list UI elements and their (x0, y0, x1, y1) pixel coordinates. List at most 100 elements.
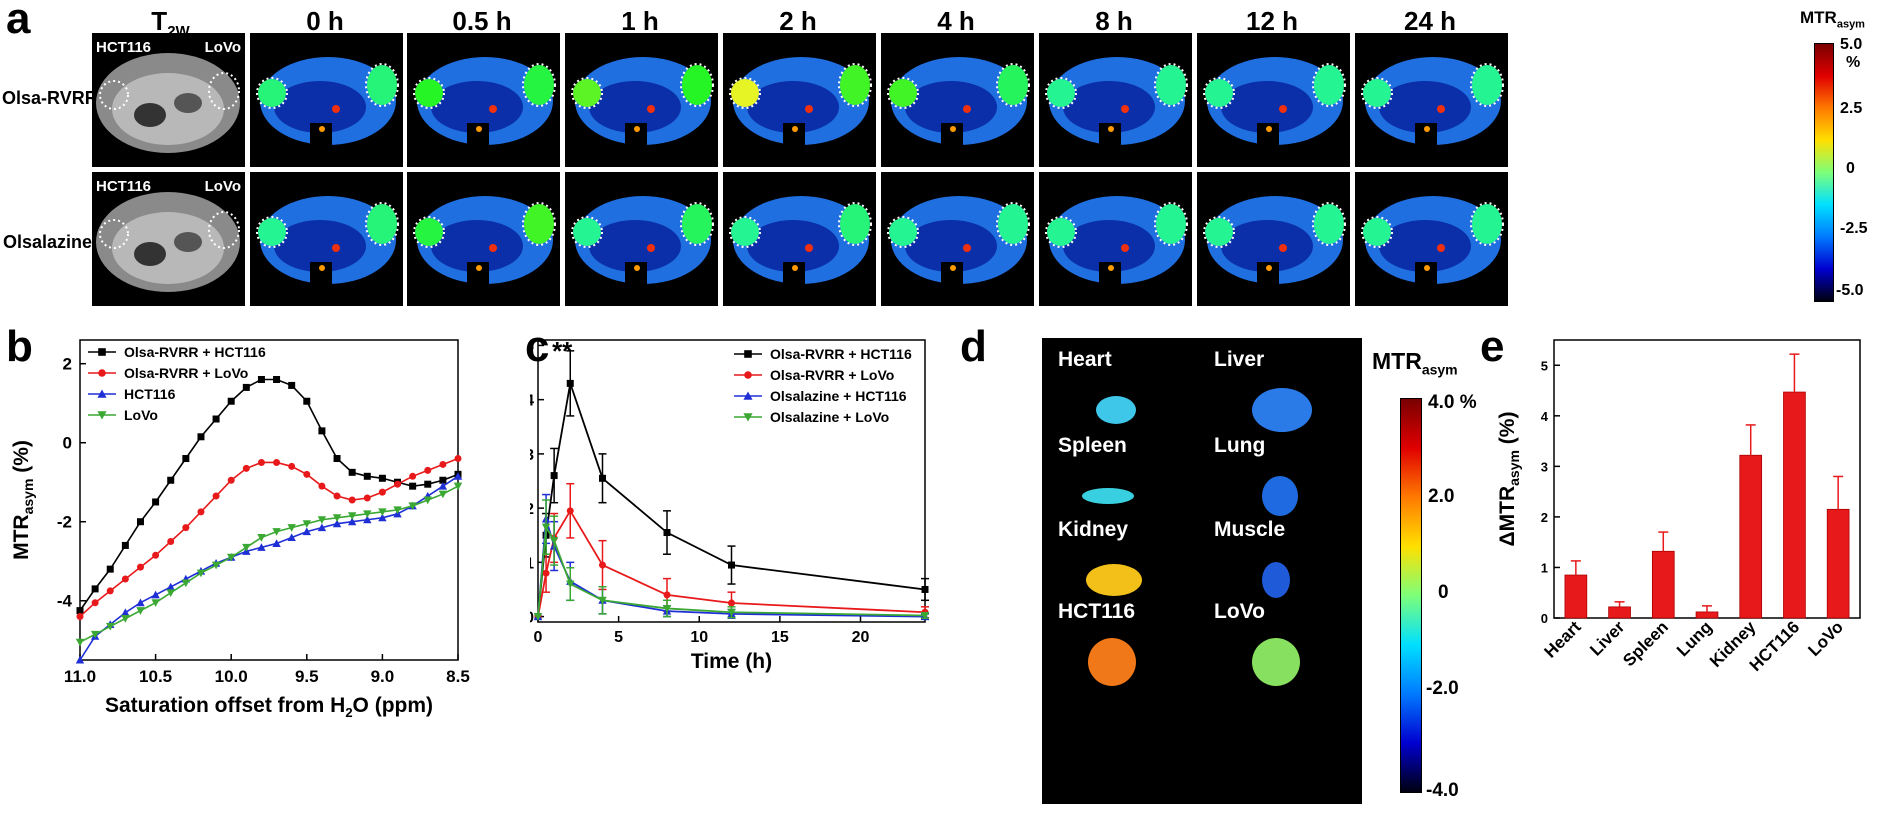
data-point (408, 502, 417, 511)
tumor-roi-left (256, 77, 288, 109)
data-point (272, 539, 281, 547)
significance-annotation: ** (552, 336, 573, 366)
organ-map-kidney (1086, 564, 1142, 596)
mtr-body-inner (1221, 220, 1313, 272)
mri-mtr-map (1039, 33, 1192, 167)
mri-mtr-map (407, 33, 560, 167)
mtr-body-inner (1063, 220, 1155, 272)
mri-slice (571, 57, 714, 147)
tumor-roi-right (838, 63, 872, 107)
mtr-body-inner (274, 220, 366, 272)
data-point (533, 613, 543, 621)
data-point (409, 482, 417, 490)
tumor-roi-left (887, 216, 919, 248)
colorbar-a (1814, 43, 1834, 302)
cb-a-tick-2-5: 2.5 (1840, 100, 1863, 117)
data-point (541, 523, 551, 532)
y-tick-label: 2 (530, 501, 534, 518)
tumor-right-signal (524, 65, 554, 105)
hotspot (332, 244, 340, 252)
legend-marker (744, 371, 752, 379)
mri-slice (1361, 196, 1504, 286)
mri-slice (256, 57, 399, 147)
data-point (663, 591, 671, 599)
y-tick-label: 5 (1541, 358, 1548, 373)
tumor-left-signal (573, 218, 601, 246)
tumor-roi-right (680, 63, 714, 107)
organ-signal (1086, 564, 1142, 596)
hotspot (792, 265, 798, 271)
y-tick-label: 5 (530, 338, 534, 355)
header-timepoint-4: 4 h (937, 6, 975, 36)
header-timepoint-6: 12 h (1245, 6, 1299, 36)
data-point (378, 513, 387, 522)
mtr-body-inner (747, 220, 839, 272)
mtr-body-inner (905, 81, 997, 133)
data-point (438, 490, 448, 499)
mri-slice (1045, 57, 1188, 147)
cb-d-tick-neg2: -2.0 (1426, 678, 1459, 699)
mtr-body-inner (1063, 81, 1155, 133)
plot-frame (537, 339, 926, 623)
y-tick-label: 0 (530, 610, 534, 627)
x-tick-label: 20 (852, 629, 870, 646)
y-tick-label: 1 (530, 555, 534, 572)
data-point (257, 458, 265, 466)
tumor-left-signal (258, 218, 286, 246)
panel-label-d: d (960, 322, 987, 371)
legend-marker (744, 350, 752, 358)
data-point (393, 506, 402, 515)
data-point (347, 517, 357, 526)
tumor-roi-right (680, 202, 714, 246)
data-point (106, 622, 115, 631)
tumor-left-signal (731, 79, 759, 107)
x-tick-label: 10.0 (215, 667, 248, 686)
tumor-left-signal (889, 218, 917, 246)
data-point (121, 615, 130, 623)
organ-map-heart (1096, 396, 1136, 424)
series-line (79, 457, 459, 618)
tumor-roi-left (99, 219, 129, 249)
tumor-roi-right (1312, 202, 1346, 246)
y-axis-label-unit: (%) (1496, 412, 1519, 451)
tumor-roi-right (1312, 63, 1346, 107)
tumor-right-signal (1472, 204, 1502, 244)
data-point (151, 599, 160, 607)
data-point (566, 379, 574, 387)
data-point (197, 508, 205, 516)
colorbar-d-title-sub: asym (1421, 361, 1458, 378)
data-point (287, 524, 296, 532)
hotspot (963, 105, 971, 113)
hotspot (489, 105, 497, 113)
tumor-roi-left (887, 77, 919, 109)
data-point (106, 587, 114, 595)
y-axis-label: ΔMTRasym (%) (1496, 412, 1522, 547)
x-tick-label: 11.0 (64, 667, 96, 686)
series-line (537, 524, 926, 617)
void-region (1415, 123, 1437, 147)
header-timepoint-5: 8 h (1095, 6, 1133, 36)
data-point (288, 462, 296, 470)
tumor-label-lovo: LoVo (204, 178, 241, 195)
legend-marker (97, 411, 107, 420)
void-region (625, 262, 647, 286)
mri-slice (571, 196, 714, 286)
tumor-roi-left (413, 77, 445, 109)
data-point (920, 611, 930, 620)
legend-label: Olsalazine + LoVo (770, 409, 889, 425)
organ-signal (1262, 562, 1290, 598)
hotspot (1279, 105, 1287, 113)
mtr-body-inner (1379, 220, 1471, 272)
mri-mtr-map (1197, 33, 1350, 167)
data-point (273, 376, 281, 384)
hotspot (1279, 244, 1287, 252)
organ-signal (1096, 396, 1136, 424)
tumor-roi-right (996, 202, 1030, 246)
mri-slice (96, 53, 240, 153)
organ-signal (1252, 638, 1300, 686)
organ-dark (134, 242, 166, 266)
data-point (378, 488, 386, 496)
tumor-roi-left (571, 77, 603, 109)
tumor-right-signal (840, 65, 870, 105)
